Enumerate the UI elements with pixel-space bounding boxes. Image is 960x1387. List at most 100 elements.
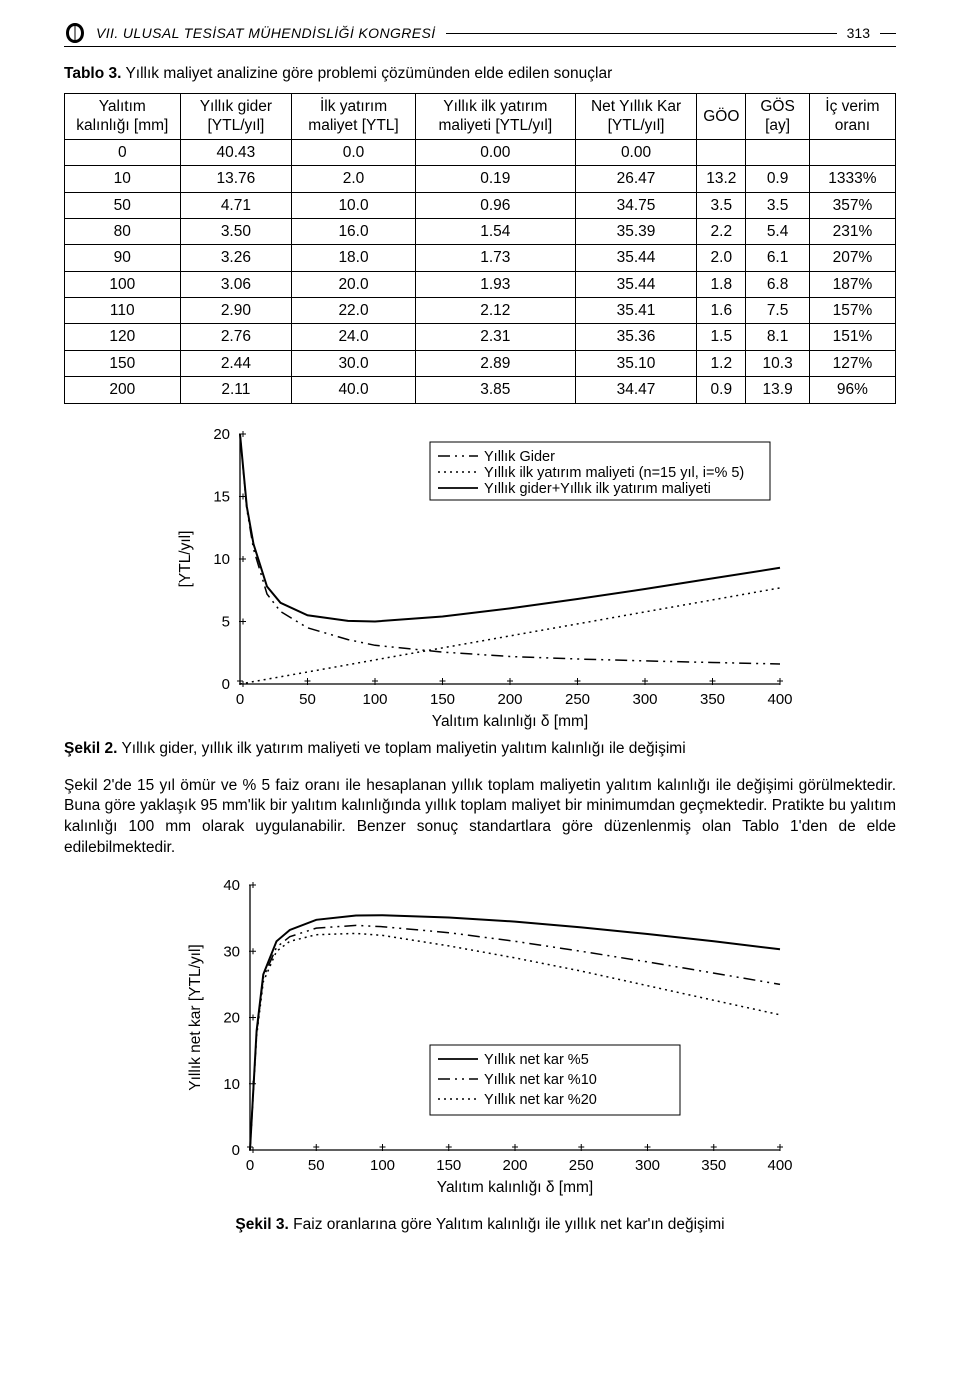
table-row: 1202.7624.02.3135.361.58.1151% — [65, 324, 896, 350]
table-cell: 2.76 — [180, 324, 292, 350]
table3: Yalıtım kalınlığı [mm]Yıllık gider [YTL/… — [64, 93, 896, 404]
table-cell: 3.85 — [415, 377, 575, 403]
table-cell: 3.50 — [180, 218, 292, 244]
svg-text:300: 300 — [635, 1157, 660, 1174]
header-rule — [446, 33, 837, 34]
table-cell: 34.47 — [575, 377, 696, 403]
svg-text:Yıllık Gider: Yıllık Gider — [484, 449, 555, 465]
svg-text:30: 30 — [223, 943, 240, 960]
svg-text:0: 0 — [222, 676, 230, 693]
table-column-header: Yıllık ilk yatırım maliyeti [YTL/yıl] — [415, 94, 575, 140]
table-row: 504.7110.00.9634.753.53.5357% — [65, 192, 896, 218]
table-cell: 0.00 — [575, 139, 696, 165]
table-cell: 1.54 — [415, 218, 575, 244]
svg-text:100: 100 — [362, 691, 387, 708]
figure3-caption: Şekil 3. Faiz oranlarına göre Yalıtım ka… — [64, 1216, 896, 1234]
table-cell: 3.5 — [746, 192, 809, 218]
figure2-caption-text: Yıllık gider, yıllık ilk yatırım maliyet… — [117, 740, 685, 757]
table-cell: 207% — [809, 245, 895, 271]
table-cell — [746, 139, 809, 165]
table-cell: 8.1 — [746, 324, 809, 350]
svg-text:Yıllık ilk yatırım maliyeti (n: Yıllık ilk yatırım maliyeti (n=15 yıl, i… — [484, 465, 744, 481]
table-column-header: Yıllık gider [YTL/yıl] — [180, 94, 292, 140]
table-cell: 20.0 — [292, 271, 416, 297]
table-row: 1003.0620.01.9335.441.86.8187% — [65, 271, 896, 297]
table-cell: 1.2 — [697, 350, 746, 376]
svg-text:10: 10 — [223, 1076, 240, 1093]
table-cell: 0.19 — [415, 166, 575, 192]
table-cell: 1.8 — [697, 271, 746, 297]
table-cell: 35.36 — [575, 324, 696, 350]
table-cell: 4.71 — [180, 192, 292, 218]
table-cell: 6.8 — [746, 271, 809, 297]
logo-icon — [64, 22, 86, 44]
svg-text:Yıllık net kar %10: Yıllık net kar %10 — [484, 1072, 597, 1088]
svg-text:250: 250 — [565, 691, 590, 708]
svg-text:15: 15 — [213, 488, 230, 505]
table-cell: 13.76 — [180, 166, 292, 192]
table-cell: 0.96 — [415, 192, 575, 218]
page-number: 313 — [847, 25, 870, 41]
table-row: 803.5016.01.5435.392.25.4231% — [65, 218, 896, 244]
header-title: VII. ULUSAL TESİSAT MÜHENDİSLİĞİ KONGRES… — [96, 25, 436, 41]
svg-text:Yıllık net kar %20: Yıllık net kar %20 — [484, 1092, 597, 1108]
table-cell: 13.2 — [697, 166, 746, 192]
figure3-caption-bold: Şekil 3. — [235, 1216, 288, 1233]
table-cell: 5.4 — [746, 218, 809, 244]
table-cell: 18.0 — [292, 245, 416, 271]
header-rule-right — [880, 33, 896, 34]
table-cell: 2.31 — [415, 324, 575, 350]
svg-text:100: 100 — [370, 1157, 395, 1174]
table-cell: 35.41 — [575, 298, 696, 324]
svg-text:Yıllık net kar [YTL/yıl]: Yıllık net kar [YTL/yıl] — [187, 944, 204, 1090]
svg-text:150: 150 — [430, 691, 455, 708]
table-cell — [697, 139, 746, 165]
table-cell: 10.0 — [292, 192, 416, 218]
table3-caption-bold: Tablo 3. — [64, 65, 121, 82]
table-cell: 1.73 — [415, 245, 575, 271]
svg-text:20: 20 — [213, 426, 230, 443]
table-row: 1502.4430.02.8935.101.210.3127% — [65, 350, 896, 376]
svg-text:50: 50 — [308, 1157, 325, 1174]
svg-text:Yalıtım kalınlığı δ [mm]: Yalıtım kalınlığı δ [mm] — [432, 713, 588, 730]
svg-text:200: 200 — [502, 1157, 527, 1174]
svg-text:0: 0 — [232, 1142, 240, 1159]
table-cell: 1.5 — [697, 324, 746, 350]
table-column-header: Net Yıllık Kar [YTL/yıl] — [575, 94, 696, 140]
page-header: VII. ULUSAL TESİSAT MÜHENDİSLİĞİ KONGRES… — [64, 22, 896, 47]
table-cell: 187% — [809, 271, 895, 297]
table-cell: 40.0 — [292, 377, 416, 403]
svg-text:350: 350 — [701, 1157, 726, 1174]
table-cell: 50 — [65, 192, 181, 218]
svg-text:Yıllık net kar %5: Yıllık net kar %5 — [484, 1052, 589, 1068]
table-cell: 80 — [65, 218, 181, 244]
table-cell: 100 — [65, 271, 181, 297]
table-cell: 200 — [65, 377, 181, 403]
table-cell: 2.90 — [180, 298, 292, 324]
table-row: 1013.762.00.1926.4713.20.91333% — [65, 166, 896, 192]
svg-text:10: 10 — [213, 551, 230, 568]
svg-text:20: 20 — [223, 1010, 240, 1027]
table-cell: 1.6 — [697, 298, 746, 324]
table-cell: 2.11 — [180, 377, 292, 403]
table-cell: 10.3 — [746, 350, 809, 376]
svg-text:Yalıtım kalınlığı δ [mm]: Yalıtım kalınlığı δ [mm] — [437, 1179, 593, 1196]
svg-text:0: 0 — [236, 691, 244, 708]
table-cell: 2.2 — [697, 218, 746, 244]
table-cell: 150 — [65, 350, 181, 376]
table-row: 1102.9022.02.1235.411.67.5157% — [65, 298, 896, 324]
table-column-header: İlk yatırım maliyet [YTL] — [292, 94, 416, 140]
table-cell — [809, 139, 895, 165]
table-row: 040.430.00.000.00 — [65, 139, 896, 165]
table-cell: 24.0 — [292, 324, 416, 350]
figure3-chart: 010203040050100150200250300350400Yalıtım… — [160, 875, 800, 1210]
svg-text:5: 5 — [222, 613, 230, 630]
svg-text:350: 350 — [700, 691, 725, 708]
table-cell: 90 — [65, 245, 181, 271]
table-cell: 35.44 — [575, 245, 696, 271]
figure3-caption-text: Faiz oranlarına göre Yalıtım kalınlığı i… — [289, 1216, 725, 1233]
table-cell: 2.89 — [415, 350, 575, 376]
table-cell: 7.5 — [746, 298, 809, 324]
table-cell: 13.9 — [746, 377, 809, 403]
table-cell: 3.5 — [697, 192, 746, 218]
